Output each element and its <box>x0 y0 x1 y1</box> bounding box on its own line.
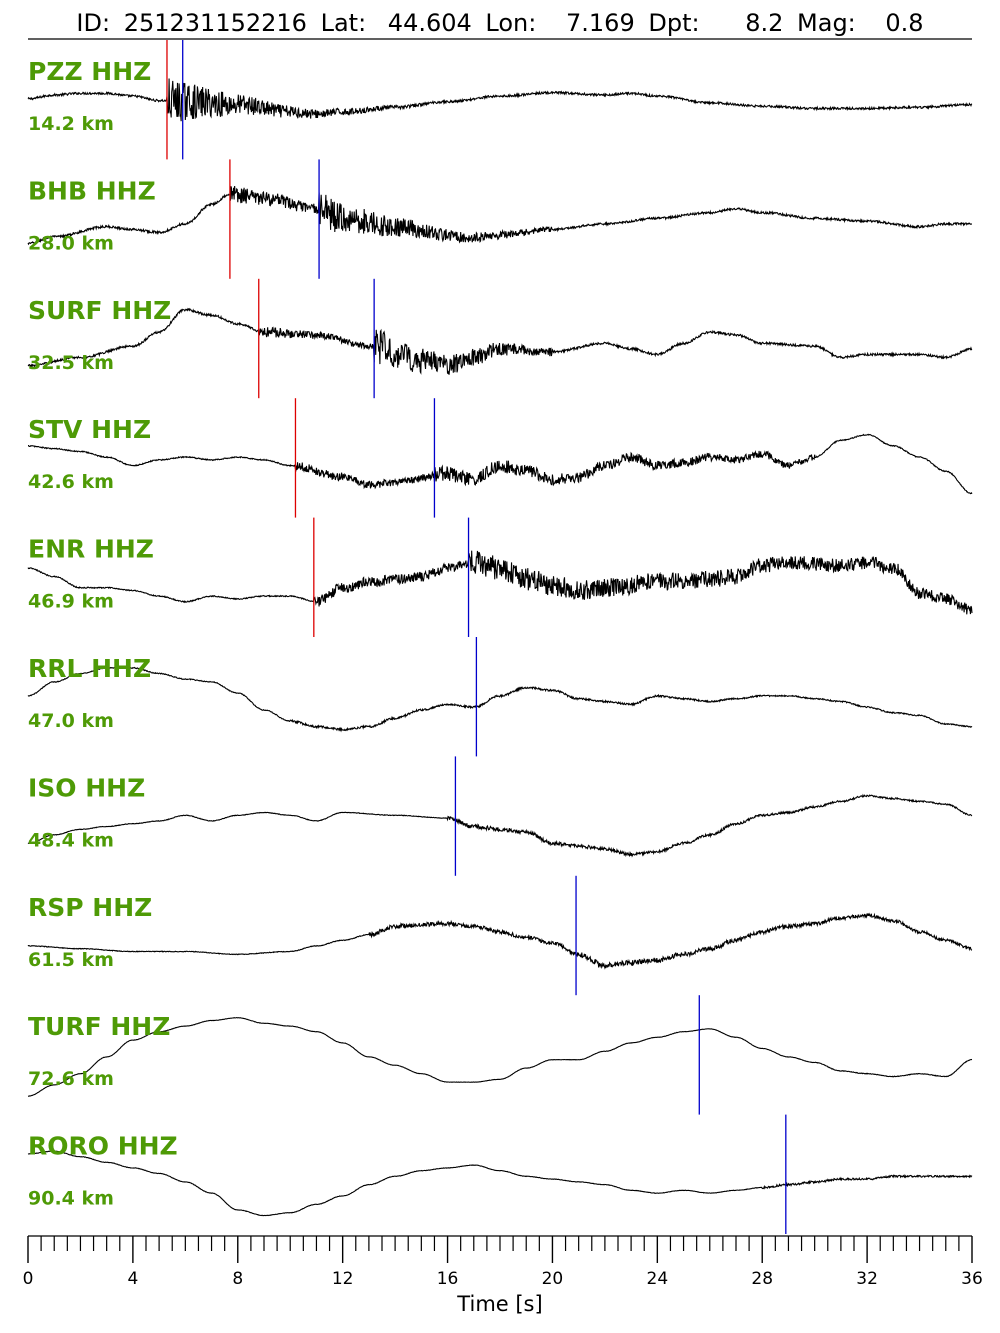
station-label: ENR HHZ <box>28 535 154 564</box>
distance-label: 46.9 km <box>28 591 114 613</box>
mag-value: 0.8 <box>885 9 923 37</box>
x-tick-label: 8 <box>232 1269 243 1289</box>
station-label: TURF HHZ <box>28 1012 170 1041</box>
id-label: ID: <box>76 9 110 37</box>
distance-label: 28.0 km <box>28 232 114 254</box>
event-id: 251231152216 <box>124 9 307 37</box>
trace-panels: PZZ HHZ 14.2 km BHB HHZ 28.0 km SURF HHZ 32.5… <box>27 40 973 1234</box>
x-tick-label: 28 <box>751 1269 773 1289</box>
x-tick-label: 4 <box>127 1269 138 1289</box>
waveform-line <box>28 433 973 495</box>
event-header: ID: 251231152216 Lat: 44.604 Lon: 7.169 … <box>76 9 923 37</box>
trace-panel: TURF HHZ 72.6 km <box>27 995 973 1115</box>
trace-panel: PZZ HHZ 14.2 km <box>27 40 973 160</box>
station-label: RORO HHZ <box>28 1132 178 1161</box>
trace-panel: SURF HHZ 32.5 km <box>27 278 973 399</box>
x-tick-label: 16 <box>437 1269 459 1289</box>
mag-label: Mag: <box>797 9 856 37</box>
distance-label: 48.4 km <box>28 829 114 851</box>
waveform-line <box>27 185 973 246</box>
waveform-line <box>27 1150 973 1217</box>
distance-label: 32.5 km <box>28 352 114 374</box>
distance-label: 90.4 km <box>28 1188 114 1210</box>
trace-panel: STV HHZ 42.6 km <box>28 398 973 518</box>
distance-label: 72.6 km <box>28 1068 114 1090</box>
time-axis: 0 4 8 12 16 20 24 28 32 36 <box>23 1235 983 1289</box>
distance-label: 42.6 km <box>28 471 114 493</box>
trace-panel: BHB HHZ 28.0 km <box>27 159 973 279</box>
x-axis-label: Time [s] <box>456 1292 542 1316</box>
x-tick-label: 0 <box>23 1269 34 1289</box>
station-label: RSP HHZ <box>28 893 152 922</box>
trace-panel: ISO HHZ 48.4 km <box>27 756 973 876</box>
distance-label: 14.2 km <box>28 113 114 135</box>
waveform-line <box>27 550 973 615</box>
trace-panel: ENR HHZ 46.9 km <box>27 517 973 637</box>
x-tick-label: 24 <box>647 1269 669 1289</box>
waveform-line <box>27 1016 973 1097</box>
x-tick-label: 32 <box>856 1269 878 1289</box>
trace-panel: RRL HHZ 47.0 km <box>27 637 973 757</box>
lon-label: Lon: <box>485 9 536 37</box>
distance-label: 61.5 km <box>28 949 114 971</box>
waveform-line <box>27 78 973 122</box>
x-tick-label: 12 <box>332 1269 354 1289</box>
lon-value: 7.169 <box>566 9 635 37</box>
x-tick-label: 36 <box>961 1269 983 1289</box>
waveform-line <box>27 912 973 970</box>
station-label: PZZ HHZ <box>28 57 151 86</box>
waveform-line <box>27 307 973 375</box>
station-label: SURF HHZ <box>28 296 171 325</box>
lat-value: 44.604 <box>388 9 472 37</box>
dpt-value: 8.2 <box>745 9 783 37</box>
dpt-label: Dpt: <box>648 9 699 37</box>
trace-panel: RORO HHZ 90.4 km <box>27 1114 973 1234</box>
distance-label: 47.0 km <box>28 710 114 732</box>
trace-panel: RSP HHZ 61.5 km <box>27 875 973 996</box>
station-label: STV HHZ <box>28 415 151 444</box>
station-label: BHB HHZ <box>28 176 156 205</box>
x-tick-label: 20 <box>542 1269 564 1289</box>
waveform-line <box>27 666 973 733</box>
lat-label: Lat: <box>321 9 367 37</box>
station-label: ISO HHZ <box>28 773 145 802</box>
station-label: RRL HHZ <box>28 654 151 683</box>
waveform-line <box>27 793 973 858</box>
